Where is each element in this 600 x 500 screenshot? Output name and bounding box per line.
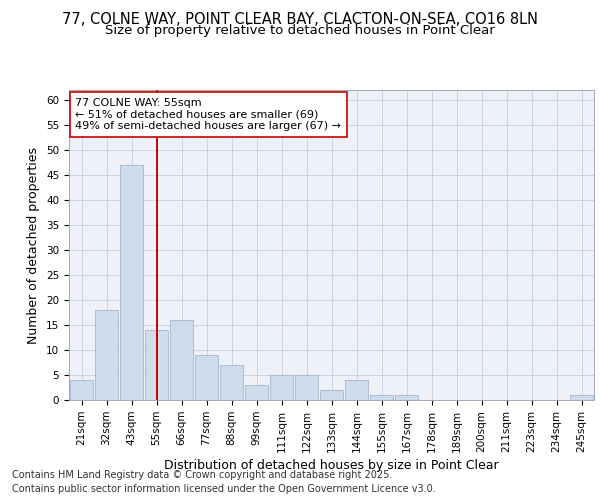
X-axis label: Distribution of detached houses by size in Point Clear: Distribution of detached houses by size … xyxy=(164,459,499,472)
Bar xyxy=(145,330,168,400)
Bar xyxy=(120,165,143,400)
Text: 77, COLNE WAY, POINT CLEAR BAY, CLACTON-ON-SEA, CO16 8LN: 77, COLNE WAY, POINT CLEAR BAY, CLACTON-… xyxy=(62,12,538,28)
Bar xyxy=(70,380,93,400)
Bar xyxy=(245,385,268,400)
Bar xyxy=(295,375,318,400)
Text: Contains public sector information licensed under the Open Government Licence v3: Contains public sector information licen… xyxy=(12,484,436,494)
Bar xyxy=(220,365,243,400)
Bar xyxy=(395,395,418,400)
Bar xyxy=(270,375,293,400)
Bar xyxy=(370,395,393,400)
Y-axis label: Number of detached properties: Number of detached properties xyxy=(28,146,40,344)
Text: 77 COLNE WAY: 55sqm
← 51% of detached houses are smaller (69)
49% of semi-detach: 77 COLNE WAY: 55sqm ← 51% of detached ho… xyxy=(76,98,341,131)
Bar xyxy=(95,310,118,400)
Text: Contains HM Land Registry data © Crown copyright and database right 2025.: Contains HM Land Registry data © Crown c… xyxy=(12,470,392,480)
Bar xyxy=(570,395,593,400)
Bar xyxy=(345,380,368,400)
Text: Size of property relative to detached houses in Point Clear: Size of property relative to detached ho… xyxy=(105,24,495,37)
Bar xyxy=(320,390,343,400)
Bar xyxy=(195,355,218,400)
Bar xyxy=(170,320,193,400)
